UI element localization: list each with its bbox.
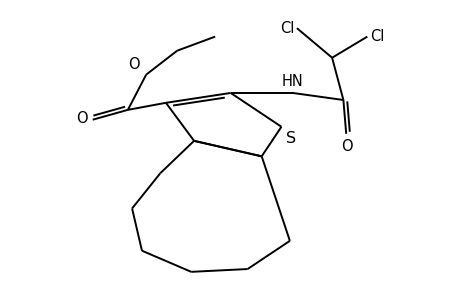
Text: Cl: Cl bbox=[279, 21, 294, 36]
Text: Cl: Cl bbox=[369, 29, 384, 44]
Text: O: O bbox=[128, 57, 140, 72]
Text: HN: HN bbox=[281, 74, 303, 89]
Text: S: S bbox=[285, 131, 295, 146]
Text: O: O bbox=[341, 139, 353, 154]
Text: O: O bbox=[76, 111, 87, 126]
